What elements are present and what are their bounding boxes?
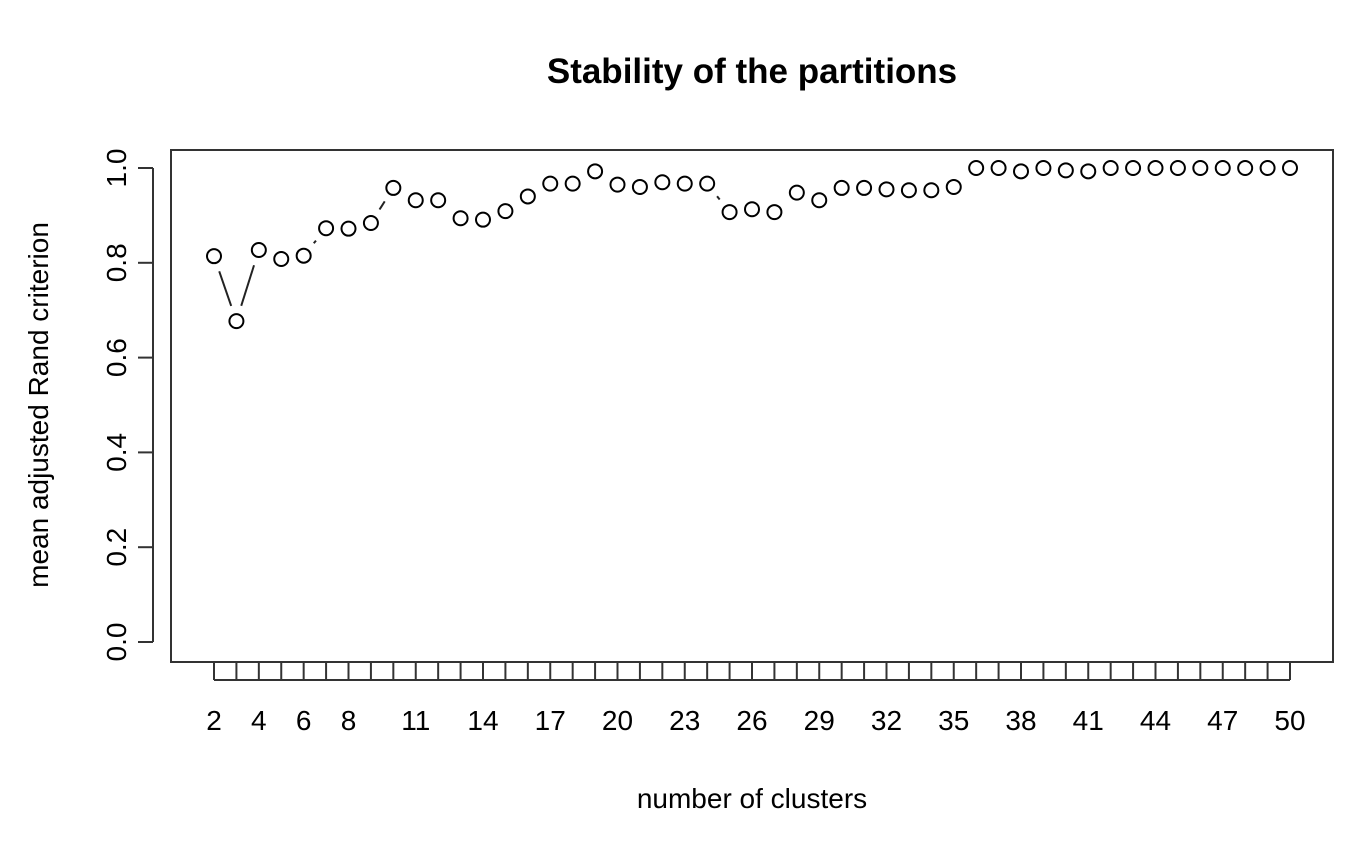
data-point — [318, 220, 335, 237]
data-point — [900, 182, 917, 199]
data-point — [1259, 160, 1276, 176]
data-point — [430, 192, 447, 209]
x-tick-label: 11 — [401, 705, 430, 736]
data-point — [811, 192, 828, 209]
data-point — [452, 210, 469, 227]
data-point — [250, 242, 267, 259]
data-point — [1282, 160, 1298, 176]
x-tick-label: 44 — [1140, 705, 1171, 736]
data-point — [766, 204, 783, 221]
x-axis: 2 4 6 8 11 14 17 20 23 26 29 32 35 38 41 44 47 50 — [206, 662, 1306, 736]
x-tick-label: 41 — [1073, 705, 1104, 736]
chart-title: Stability of the partitions — [547, 52, 957, 91]
data-point — [519, 188, 536, 205]
x-tick-label: 32 — [871, 705, 902, 736]
data-point — [1035, 160, 1052, 176]
data-point — [1169, 160, 1186, 176]
data-point — [273, 251, 290, 268]
data-point — [856, 179, 873, 196]
data-point — [362, 214, 379, 231]
connector-segment — [218, 270, 233, 307]
y-tick-label: 0.8 — [101, 243, 132, 282]
data-point — [587, 163, 604, 180]
x-tick-label: 26 — [736, 705, 767, 736]
data-point — [1080, 163, 1097, 180]
x-tick-label: 29 — [804, 705, 835, 736]
x-tick-label: 8 — [341, 705, 357, 736]
data-point — [609, 176, 626, 193]
x-axis-label: number of clusters — [637, 783, 867, 814]
data-point — [542, 175, 559, 192]
connector-segment — [378, 200, 386, 211]
connector-segment — [716, 195, 721, 201]
y-axis: 0.0 0.2 0.4 0.6 0.8 1.0 — [101, 149, 154, 662]
data-point — [990, 160, 1007, 176]
data-point — [699, 175, 716, 192]
plot-frame — [170, 149, 1334, 663]
data-point — [385, 179, 402, 196]
data-point — [631, 178, 648, 195]
y-tick-label: 1.0 — [101, 149, 132, 188]
y-axis-label: mean adjusted Rand criterion — [23, 222, 54, 588]
y-tick-label: 0.4 — [101, 433, 132, 472]
x-tick-label: 38 — [1005, 705, 1036, 736]
x-tick-label: 20 — [602, 705, 633, 736]
data-point — [788, 184, 805, 201]
data-point — [654, 174, 671, 191]
data-point — [676, 175, 693, 192]
connector-segment — [313, 239, 317, 244]
data-point — [833, 179, 850, 196]
data-point — [878, 181, 895, 198]
x-tick-label: 6 — [296, 705, 312, 736]
data-point — [295, 247, 312, 264]
data-point — [407, 192, 424, 209]
data-point — [1192, 160, 1209, 176]
y-tick-label: 0.6 — [101, 338, 132, 377]
data-point — [206, 248, 222, 265]
data-point — [1102, 160, 1119, 176]
x-tick-label: 50 — [1274, 705, 1305, 736]
data-point — [564, 175, 581, 192]
y-tick-label: 0.0 — [101, 623, 132, 662]
x-tick-label: 14 — [467, 705, 498, 736]
data-point — [340, 220, 357, 237]
data-point — [1013, 163, 1029, 180]
data-point — [475, 211, 491, 228]
x-tick-label: 2 — [206, 705, 222, 736]
data-points — [206, 160, 1298, 330]
data-point — [968, 160, 985, 176]
x-tick-label: 4 — [251, 705, 267, 736]
x-tick-label: 23 — [669, 705, 700, 736]
data-point — [923, 182, 940, 199]
data-point — [1125, 160, 1142, 176]
data-point — [721, 204, 738, 221]
data-point — [1147, 160, 1164, 176]
data-point — [497, 203, 514, 220]
data-point — [945, 178, 962, 195]
point-connectors — [218, 195, 721, 307]
x-tick-label: 47 — [1207, 705, 1238, 736]
x-tick-label: 35 — [938, 705, 969, 736]
data-point — [744, 201, 760, 218]
data-point — [1057, 162, 1074, 179]
y-tick-label: 0.2 — [101, 528, 132, 567]
data-point — [1237, 160, 1254, 176]
connector-segment — [240, 264, 255, 307]
x-tick-label: 17 — [535, 705, 566, 736]
data-point — [228, 313, 245, 330]
data-point — [1214, 160, 1231, 176]
